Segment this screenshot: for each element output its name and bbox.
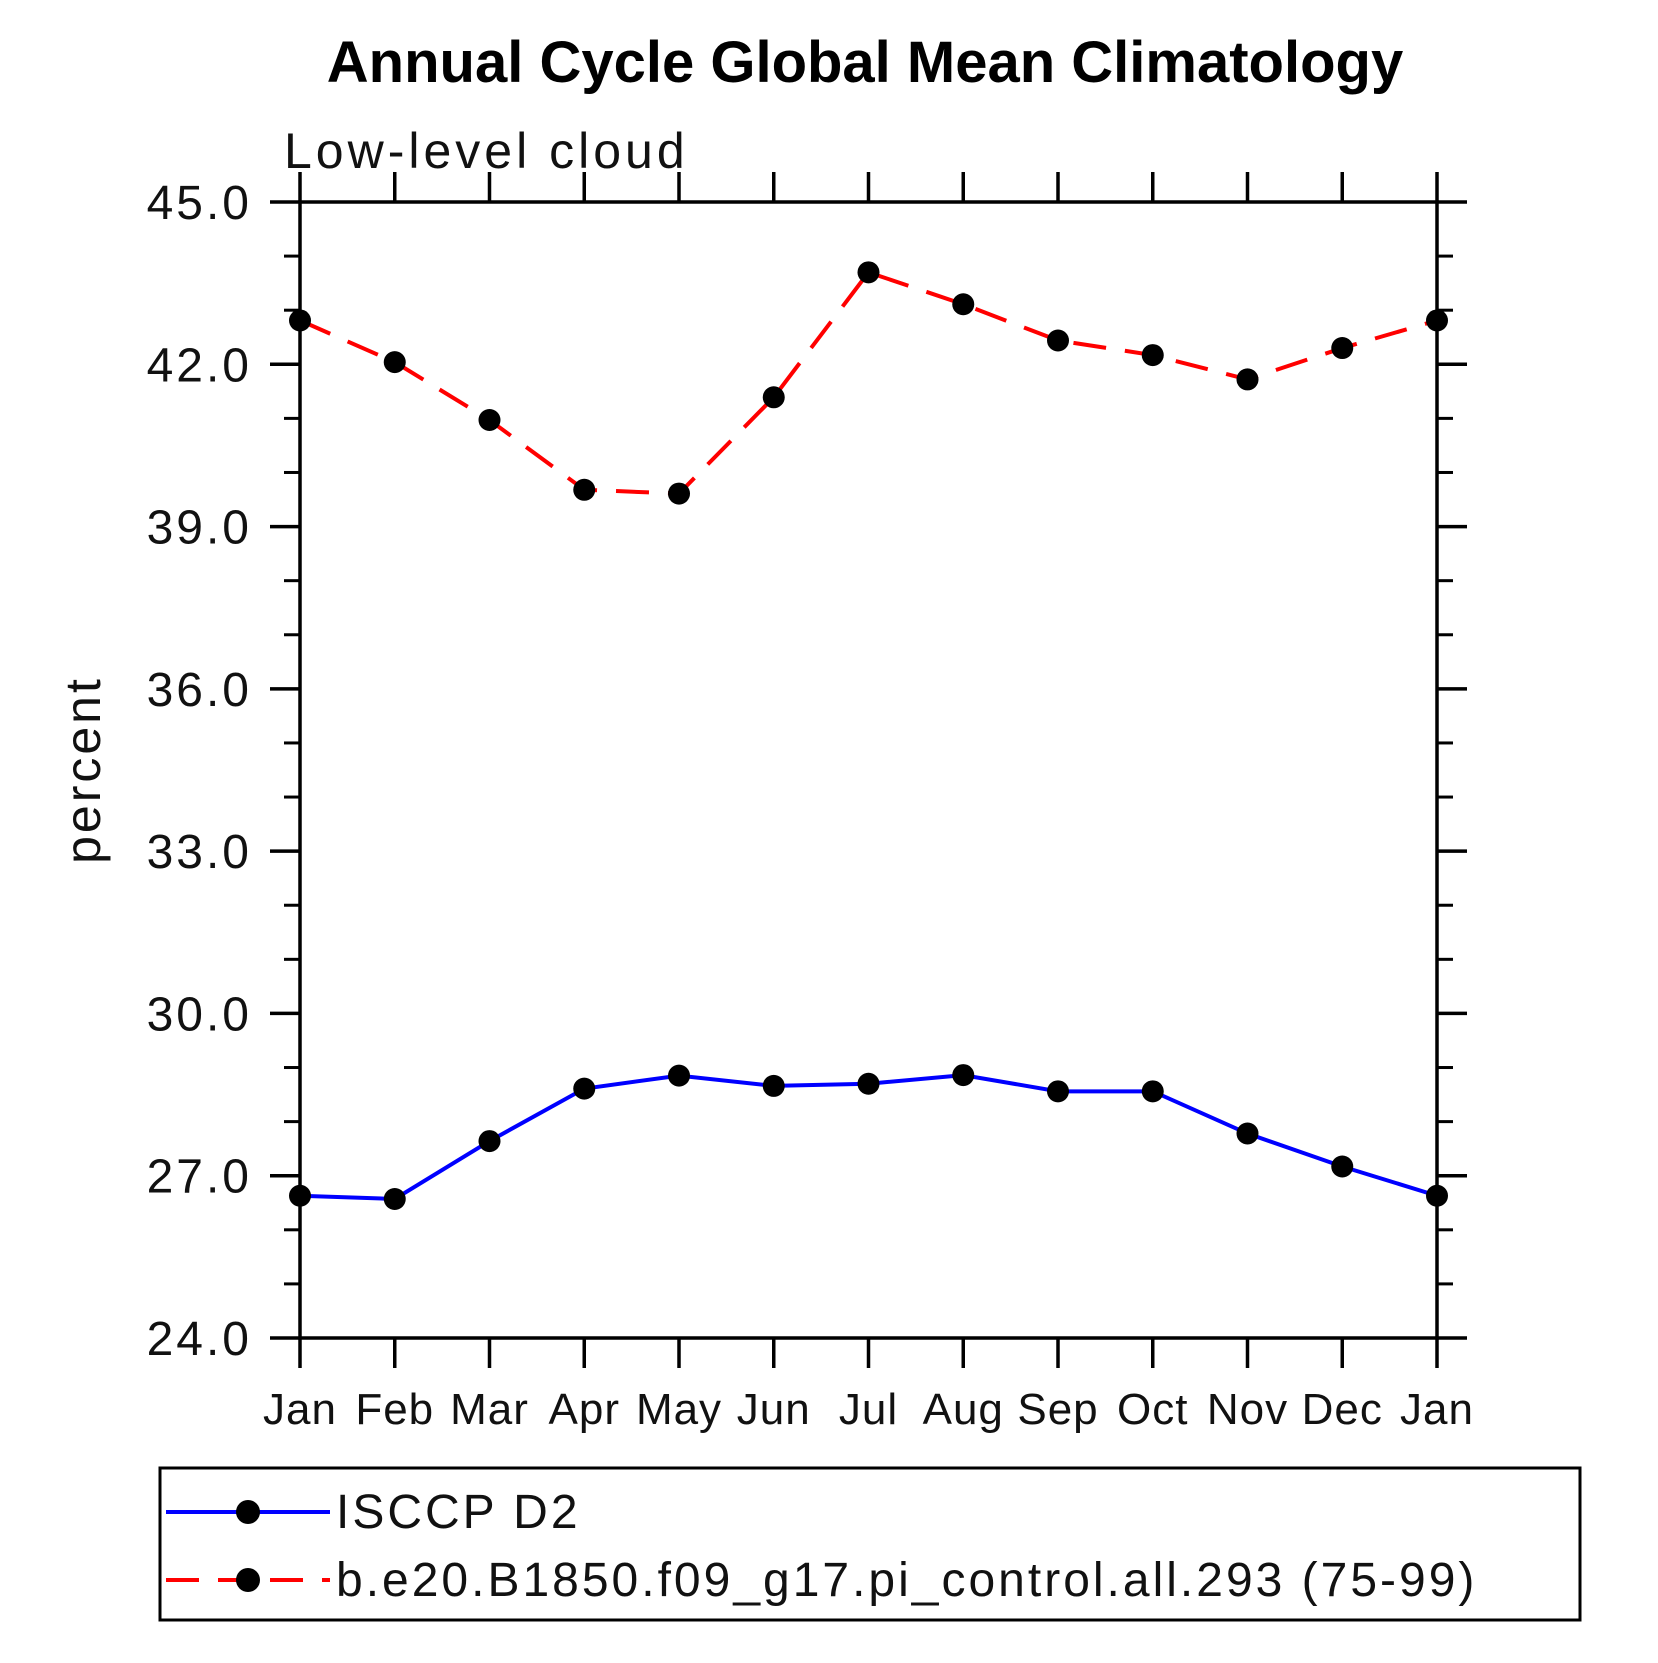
chart-title: Annual Cycle Global Mean Climatology bbox=[327, 30, 1403, 95]
y-tick-label: 42.0 bbox=[147, 339, 252, 392]
data-point-marker bbox=[573, 1077, 596, 1100]
data-point-marker bbox=[857, 261, 880, 284]
data-point-marker bbox=[1331, 1155, 1354, 1178]
data-point-marker bbox=[1331, 337, 1354, 360]
data-point-marker bbox=[668, 1064, 690, 1087]
data-point-marker bbox=[857, 1072, 880, 1095]
y-tick-label: 39.0 bbox=[147, 502, 252, 555]
x-tick-label: Oct bbox=[1117, 1385, 1188, 1434]
data-point-marker bbox=[478, 1130, 501, 1153]
data-point-marker bbox=[1236, 1122, 1259, 1145]
data-point-marker bbox=[952, 1064, 975, 1087]
x-tick-label: Sep bbox=[1017, 1385, 1098, 1434]
data-point-marker bbox=[1426, 1184, 1448, 1207]
x-tick-label: Jan bbox=[263, 1385, 337, 1434]
plot-frame bbox=[298, 200, 1439, 1340]
x-tick-labels: Jan Feb Mar Apr May Jun Jul Aug Sep Oct Nov Dec Jan bbox=[263, 1385, 1474, 1434]
data-point-marker bbox=[762, 1074, 785, 1097]
data-series bbox=[289, 261, 1448, 1210]
legend-entry-label: b.e20.B1850.f09_g17.pi_control.all.293 (… bbox=[336, 1554, 1477, 1607]
x-tick-label: Jun bbox=[737, 1385, 811, 1434]
x-tick-label: Apr bbox=[549, 1385, 620, 1434]
y-tick-label: 36.0 bbox=[147, 664, 252, 717]
x-tick-label: May bbox=[636, 1385, 722, 1434]
series-line-model bbox=[299, 269, 1438, 496]
data-point-marker bbox=[383, 1187, 406, 1210]
legend-swatch-marker bbox=[236, 1568, 260, 1592]
data-point-marker bbox=[668, 482, 690, 505]
data-point-marker bbox=[289, 309, 311, 332]
data-point-marker bbox=[1141, 344, 1164, 367]
data-point-marker bbox=[1047, 329, 1069, 352]
y-tick-label: 24.0 bbox=[147, 1313, 252, 1366]
data-point-marker bbox=[1426, 309, 1448, 332]
y-tick-label: 33.0 bbox=[147, 826, 252, 879]
x-tick-label: Mar bbox=[450, 1385, 529, 1434]
y-tick-labels: 24.0 27.0 30.0 33.0 36.0 39.0 42.0 45.0 bbox=[147, 177, 252, 1366]
data-point-marker bbox=[573, 478, 596, 501]
data-point-marker bbox=[1236, 368, 1259, 391]
data-point-marker bbox=[478, 409, 501, 432]
x-tick-label: Feb bbox=[355, 1385, 434, 1434]
x-tick-label: Jan bbox=[1400, 1385, 1474, 1434]
legend-swatch-marker bbox=[236, 1500, 260, 1524]
legend-entry-label: ISCCP D2 bbox=[336, 1486, 581, 1539]
x-tick-label: Aug bbox=[923, 1385, 1004, 1434]
axis-ticks bbox=[270, 172, 1467, 1368]
y-axis-title: percent bbox=[55, 676, 111, 864]
data-point-marker bbox=[1141, 1080, 1164, 1103]
chart-subtitle: Low-level cloud bbox=[284, 123, 689, 179]
data-point-marker bbox=[383, 351, 406, 374]
y-tick-label: 30.0 bbox=[147, 988, 252, 1041]
data-point-marker bbox=[289, 1184, 311, 1207]
x-tick-label: Dec bbox=[1302, 1385, 1383, 1434]
x-tick-label: Jul bbox=[839, 1385, 898, 1434]
legend-box: ISCCP D2 b.e20.B1850.f09_g17.pi_control.a… bbox=[158, 1466, 1582, 1622]
y-tick-label: 27.0 bbox=[147, 1151, 252, 1204]
legend-border bbox=[158, 1466, 1582, 1622]
data-point-marker bbox=[762, 386, 785, 409]
data-point-marker bbox=[1047, 1080, 1069, 1103]
plot-border bbox=[298, 200, 1439, 1340]
x-tick-label: Nov bbox=[1207, 1385, 1288, 1434]
y-tick-label: 45.0 bbox=[147, 177, 252, 230]
data-point-marker bbox=[952, 293, 975, 316]
